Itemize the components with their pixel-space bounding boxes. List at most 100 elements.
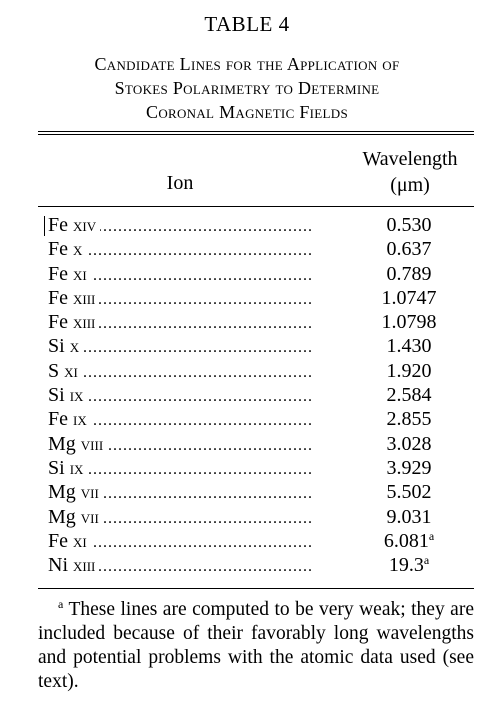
table-caption: Candidate Lines for the Application of S… (0, 52, 494, 124)
wavelength-cell: 9.031 (344, 506, 474, 529)
dot-leader: ........................................… (48, 218, 314, 235)
footnote: a These lines are computed to be very we… (38, 598, 474, 694)
footnote-ref: a (423, 553, 430, 568)
dot-leader: ........................................… (48, 266, 314, 284)
ion-cell: Si ix (48, 384, 88, 408)
ion-stage: xi (64, 360, 78, 381)
wavelength-value: 0.789 (386, 262, 432, 285)
ion-element: Fe (48, 238, 68, 261)
wavelength-value: 2.855 (386, 408, 432, 431)
wavelength-value: 19.3 (388, 554, 424, 577)
table-row: ........................................… (44, 359, 474, 384)
ion-element: S (48, 359, 60, 382)
ion-cell: Fe xiii (48, 286, 100, 310)
table-label: TABLE 4 (204, 12, 290, 36)
column-header-wavelength: Wavelength (μm) (330, 146, 490, 198)
ion-element: Si (48, 456, 65, 479)
wavelength-value: 2.584 (386, 384, 432, 407)
table-row: ........................................… (44, 335, 474, 359)
dot-leader: ........................................… (48, 436, 314, 454)
ion-element: Ni (48, 554, 68, 577)
wavelength-cell: 3.929 (344, 457, 474, 480)
dot-leader: ........................................… (48, 558, 314, 576)
footnote-text: These lines are computed to be very weak… (38, 599, 474, 692)
footnote-mark: a (58, 597, 64, 611)
table-row: ........................................… (44, 384, 474, 408)
wavelength-value: 1.920 (386, 359, 432, 382)
wavelength-cell: 0.530 (344, 214, 474, 237)
table-row: ........................................… (44, 432, 474, 457)
wavelength-cell: 2.584 (344, 384, 474, 407)
table-row: ........................................… (44, 456, 474, 481)
ion-element: Fe (48, 262, 68, 285)
wavelength-cell: 5.502 (344, 481, 474, 504)
ion-stage: xiii (73, 287, 96, 308)
ion-stage: x (69, 336, 80, 357)
dot-leader: ........................................… (48, 339, 314, 357)
wavelength-cell: 0.637 (344, 238, 474, 261)
dot-leader: ........................................… (48, 242, 314, 260)
table-row: ........................................… (44, 214, 474, 238)
table-row: ........................................… (44, 286, 474, 311)
wavelength-cell: 19.3a (344, 554, 474, 577)
dot-leader: ........................................… (48, 485, 314, 503)
ion-element: Si (48, 335, 65, 358)
wavelength-cell: 2.855 (344, 408, 474, 431)
top-rule-1 (38, 131, 474, 132)
ion-element: Mg (48, 481, 76, 504)
wavelength-cell: 3.028 (344, 433, 474, 456)
footnote-ref: a (428, 528, 435, 543)
ion-cell: Fe ix (48, 408, 91, 432)
dot-leader: ........................................… (48, 315, 314, 333)
ion-stage: xi (73, 530, 87, 551)
header-rule (38, 206, 474, 207)
dot-leader: ........................................… (48, 509, 314, 527)
wavelength-value: 6.081 (383, 529, 429, 552)
dot-leader: ........................................… (48, 363, 314, 381)
ion-element: Fe (48, 286, 68, 309)
table-row: ........................................… (44, 554, 474, 578)
ion-stage: x (73, 239, 83, 260)
caption-line-1: Candidate Lines for the Application of (94, 54, 400, 74)
ion-stage: vii (80, 506, 99, 527)
table-row: ........................................… (44, 528, 474, 554)
dot-leader: ........................................… (48, 412, 314, 430)
ion-cell: Fe xi (48, 262, 91, 286)
wavelength-value: 9.031 (386, 505, 432, 528)
ion-element: Fe (48, 214, 68, 236)
ion-element: Si (48, 384, 65, 407)
ion-stage: xiv (73, 215, 97, 235)
ion-cell: Fe x (48, 238, 87, 262)
ion-stage: xiii (73, 312, 96, 333)
wavelength-cell: 1.0798 (344, 311, 474, 334)
ion-stage: xiii (73, 555, 96, 576)
ion-stage: viii (80, 433, 104, 454)
ion-cell: Mg vii (48, 505, 103, 529)
ion-cell: S xi (48, 359, 82, 383)
wavelength-value: 3.028 (386, 432, 432, 455)
ion-cell: Si ix (48, 456, 88, 480)
column-header-ion: Ion (166, 172, 194, 194)
ion-cell: Fe xi (48, 529, 91, 553)
wavelength-value: 1.0798 (381, 311, 437, 334)
ion-element: Fe (48, 408, 68, 431)
table-row: ........................................… (44, 481, 474, 505)
ion-cell: Fe xiii (48, 311, 100, 335)
wavelength-header-label: Wavelength (362, 148, 458, 170)
top-rule-2 (38, 134, 474, 135)
ion-element: Mg (48, 505, 76, 528)
ion-stage: vii (80, 482, 99, 503)
wavelength-cell: 1.0747 (344, 287, 474, 310)
table-row: ........................................… (44, 238, 474, 262)
ion-element: Fe (48, 529, 68, 552)
ion-cell: Ni xiii (48, 554, 100, 578)
table-row: ........................................… (44, 408, 474, 432)
ion-element: Fe (48, 311, 68, 334)
caption-line-3: Coronal Magnetic Fields (146, 102, 348, 122)
wavelength-value: 1.0747 (381, 286, 437, 309)
dot-leader: ........................................… (48, 460, 314, 478)
wavelength-cell: 1.920 (344, 360, 474, 383)
ion-stage: ix (73, 409, 87, 430)
ion-cell: Fe xiv (48, 214, 101, 237)
ion-element: Mg (48, 432, 76, 455)
